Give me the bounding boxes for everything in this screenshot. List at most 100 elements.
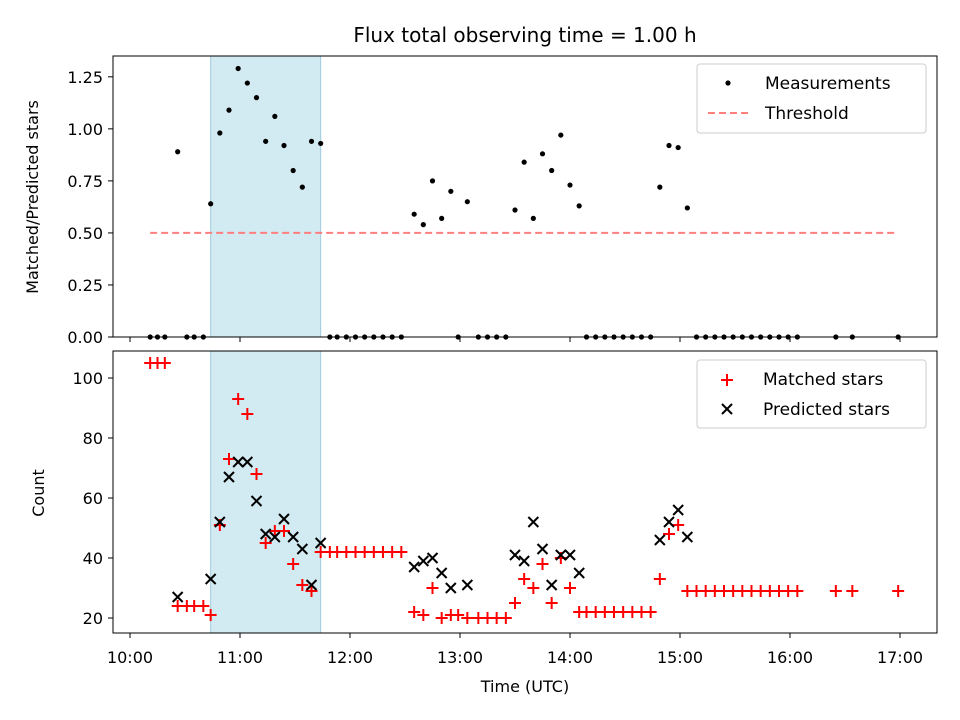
predicted-star-point (269, 531, 281, 543)
matched-star-point (305, 585, 318, 597)
predicted-star-point (672, 504, 684, 516)
top-y-axis-label: Matched/Predicted stars (23, 100, 42, 294)
predicted-star-point (536, 543, 549, 555)
matched-star-point (672, 519, 685, 531)
bottom-plot-frame (112, 350, 938, 634)
legend-matched-label: Matched stars (763, 370, 883, 390)
top-legend: Measurements Threshold (696, 63, 927, 134)
x-tick-label: 13:00 (437, 648, 483, 667)
matched-star-point (518, 573, 531, 585)
bottom-y-ticks: 20 40 60 80 100 (72, 369, 113, 628)
bottom-y-axis-label: Count (29, 469, 48, 517)
predicted-star-point (232, 456, 244, 468)
measurement-point (530, 215, 536, 221)
matched-star-point (296, 579, 309, 591)
predicted-star-point (171, 591, 184, 603)
predicted-star-point (681, 531, 694, 543)
legend-measurements-marker (725, 80, 731, 86)
predicted-star-point (509, 549, 521, 561)
predicted-star-point (296, 543, 309, 555)
matched-star-point (417, 609, 430, 621)
matched-star-point (241, 408, 254, 420)
predicted-star-point (573, 567, 585, 579)
matched-star-point (499, 612, 512, 624)
measurement-point (244, 80, 250, 86)
matched-star-point (197, 600, 210, 612)
bottom-series-layer (144, 357, 905, 624)
measurement-point (549, 167, 555, 174)
y-tick-label: 40 (83, 549, 103, 568)
bottom-panel: 10:00 11:00 12:00 13:00 14:00 15:00 16:00 17:00… (29, 350, 938, 696)
predicted-star-point (278, 513, 290, 525)
measurement-point (217, 130, 223, 136)
measurement-point (226, 107, 232, 113)
legend-matched-marker (721, 374, 733, 386)
predicted-star-point (241, 456, 254, 468)
predicted-star-point (214, 516, 226, 528)
predicted-star-point (518, 555, 530, 567)
matched-star-point (791, 585, 804, 597)
matched-star-point (426, 582, 439, 594)
matched-star-point (509, 597, 521, 609)
matched-star-point (829, 585, 842, 597)
measurement-point (684, 205, 690, 211)
y-tick-label: 80 (83, 429, 103, 448)
predicted-star-point (445, 582, 457, 594)
matched-star-point (663, 528, 675, 540)
y-tick-label: 0.25 (67, 276, 103, 295)
bottom-highlight-span-layer (210, 350, 322, 634)
matched-star-point (452, 609, 465, 621)
matched-star-point (278, 525, 290, 537)
matched-star-point (653, 573, 666, 585)
predicted-star-point (527, 516, 540, 528)
predicted-star-point (287, 531, 299, 543)
x-tick-label: 17:00 (877, 648, 923, 667)
predicted-star-point (555, 549, 567, 561)
matched-star-point (395, 546, 408, 558)
measurement-point (175, 149, 181, 155)
measurement-point (299, 184, 305, 190)
top-highlight-span-layer (210, 55, 322, 338)
y-tick-label: 20 (83, 609, 103, 628)
matched-star-point (461, 612, 474, 624)
matched-star-point (564, 582, 576, 594)
measurement-point (290, 167, 296, 174)
measurement-point (429, 178, 436, 184)
bot-highlight-span (210, 350, 322, 634)
y-tick-label: 60 (83, 489, 103, 508)
measurement-point (675, 144, 681, 151)
matched-star-point (644, 606, 657, 618)
measurement-point (558, 132, 564, 138)
matched-star-point (259, 537, 272, 549)
y-tick-label: 1.00 (67, 120, 103, 139)
x-tick-label: 12:00 (327, 648, 373, 667)
predicted-star-point (204, 573, 217, 585)
predicted-star-point (305, 579, 318, 591)
x-tick-label: 11:00 (217, 648, 263, 667)
x-tick-label: 10:00 (107, 648, 153, 667)
matched-star-point (527, 582, 540, 594)
predicted-star-point (408, 561, 420, 573)
measurement-point (253, 95, 260, 101)
matched-star-point (204, 609, 217, 621)
predicted-star-point (223, 471, 235, 483)
legend-predicted-label: Predicted stars (763, 400, 890, 420)
matched-star-point (545, 597, 558, 609)
matched-star-point (223, 453, 235, 465)
predicted-star-point (426, 552, 439, 564)
measurement-point (411, 211, 417, 217)
measurement-point (448, 188, 454, 194)
bottom-x-ticks: 10:00 11:00 12:00 13:00 14:00 15:00 16:00 17:00 (107, 633, 923, 667)
predicted-star-point (250, 495, 263, 507)
measurement-point (521, 159, 527, 165)
y-tick-label: 0.75 (67, 172, 103, 191)
top-x-ticks (129, 337, 901, 342)
top-legend-box (696, 63, 927, 134)
measurement-point (281, 142, 287, 149)
matched-star-point (158, 357, 171, 369)
measurement-point (567, 182, 573, 188)
measurement-point (272, 113, 278, 119)
predicted-star-point (564, 549, 576, 561)
matched-star-point (846, 585, 859, 597)
